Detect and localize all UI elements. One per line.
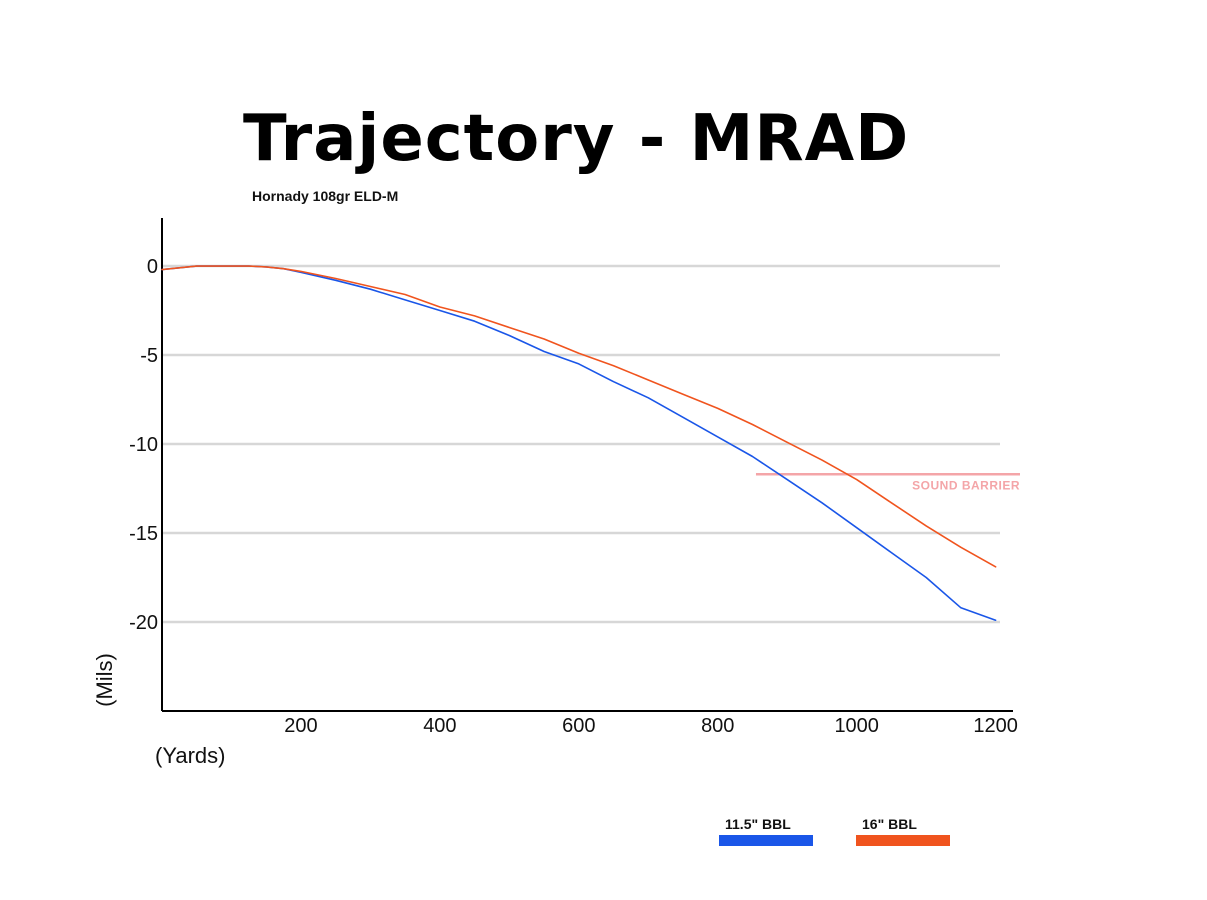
y-tick-label: -20	[129, 612, 158, 634]
series-line-long-barrel	[161, 265, 997, 568]
x-tick-label: 200	[284, 715, 317, 737]
y-tick-label: -15	[129, 523, 158, 545]
y-tick-labels: 0 -5 -10 -15 -20	[129, 256, 158, 634]
x-tick-labels: 200 400 600 800 1000 1200	[284, 715, 1018, 737]
legend-label: 11.5" BBL	[725, 816, 791, 832]
reference-line-group: SOUND BARRIER	[755, 473, 1020, 492]
axes	[161, 218, 1013, 712]
y-axis-label: (Mils)	[92, 653, 117, 707]
sound-barrier-label: SOUND BARRIER	[912, 478, 1020, 492]
chart-title: Trajectory - MRAD	[243, 102, 909, 176]
chart-subtitle: Hornady 108gr ELD-M	[252, 188, 398, 204]
legend-swatch	[719, 835, 813, 846]
x-tick-label: 800	[701, 715, 734, 737]
gridlines	[163, 264, 1000, 624]
x-tick-label: 400	[423, 715, 456, 737]
x-tick-label: 600	[562, 715, 595, 737]
legend-label: 16" BBL	[862, 816, 917, 832]
x-axis-label: (Yards)	[155, 743, 226, 768]
y-tick-label: -10	[129, 434, 158, 456]
x-tick-label: 1000	[834, 715, 879, 737]
y-tick-label: 0	[147, 256, 158, 278]
series-lines	[161, 265, 997, 622]
y-tick-label: -5	[140, 345, 158, 367]
legend: 11.5" BBL 16" BBL	[719, 816, 950, 846]
legend-swatch	[856, 835, 950, 846]
x-tick-label: 1200	[973, 715, 1018, 737]
